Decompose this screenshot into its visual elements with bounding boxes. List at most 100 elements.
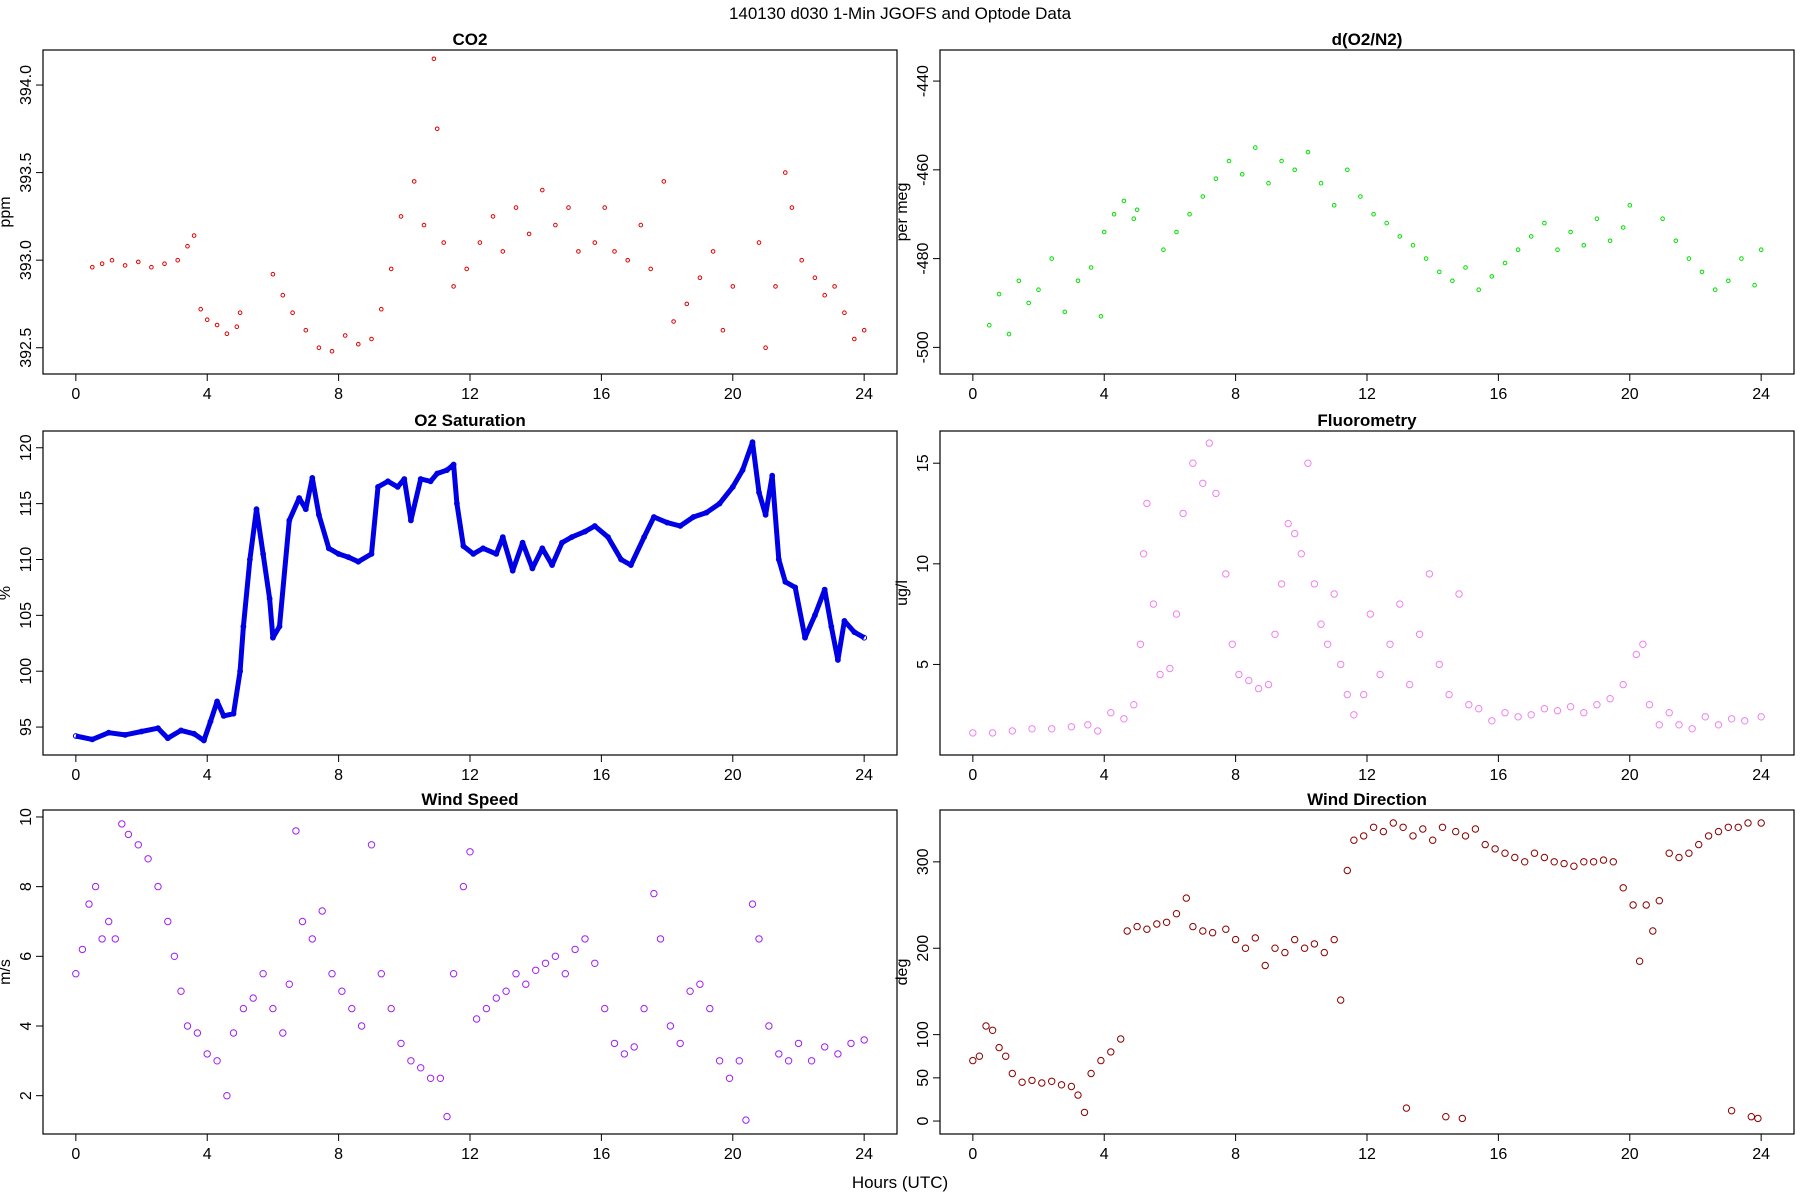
wdir-data-point (1291, 935, 1299, 944)
wspd-x-tick-label: 4 (203, 1146, 212, 1163)
o2sat-data-point (89, 736, 96, 743)
wdir-data-point (1080, 1108, 1089, 1117)
do2n2-data-point (1134, 207, 1140, 213)
wspd-data-point (170, 952, 179, 960)
wspd-data-point (847, 1039, 855, 1048)
fluoro-data-point (1386, 640, 1394, 648)
wdir-data-point (1199, 927, 1207, 935)
wdir-data-point (1002, 1052, 1010, 1060)
do2n2-data-point (1627, 203, 1633, 208)
fluoro-data-point (1465, 701, 1473, 709)
wspd-data-point (239, 1004, 248, 1013)
wdir-data-point (1133, 922, 1141, 931)
wdir-data-point (1008, 1069, 1016, 1078)
co2-data-point (280, 292, 286, 298)
fluoro-data-point (1179, 509, 1187, 518)
fluoro-data-point (1264, 680, 1273, 689)
fluoro-title: Fluorometry (1317, 411, 1417, 430)
wdir-data-point (1419, 825, 1427, 833)
fluoro-data-point (1425, 570, 1434, 578)
fluoro-data-point (1107, 709, 1115, 717)
wspd-data-point (742, 1116, 750, 1124)
o2sat-data-point (539, 545, 546, 552)
wdir-data-point (1481, 840, 1489, 849)
fluoro-data-point (1688, 725, 1696, 733)
co2-y-tick-label: 393.0 (18, 240, 35, 280)
o2sat-data-point (355, 558, 362, 565)
do2n2-data-point (1673, 238, 1679, 244)
wdir-data-point (1402, 1104, 1411, 1112)
wdir-data-point (1143, 925, 1151, 933)
wdir-data-point (1629, 901, 1637, 909)
co2-data-point (684, 301, 690, 307)
wdir-data-point (1369, 823, 1378, 831)
do2n2-data-point (1016, 278, 1022, 284)
wspd-y-tick-label: 2 (18, 1091, 35, 1100)
o2sat-data-point (375, 484, 381, 490)
fluoro-data-point (1675, 721, 1683, 729)
do2n2-data-point (1752, 282, 1757, 288)
wdir-data-point (1649, 927, 1657, 935)
wdir-data-point (1389, 819, 1398, 827)
wspd-data-point (318, 907, 326, 915)
o2sat-plot-frame (42, 430, 898, 756)
co2-data-point (500, 249, 506, 254)
wdir-data-point (1251, 934, 1260, 942)
wdir-data-point (1744, 819, 1752, 827)
wdir-data-point (1107, 1048, 1115, 1056)
o2sat-data-point (247, 556, 253, 563)
fluoro-data-point (1445, 690, 1453, 699)
wspd-data-point (298, 917, 307, 926)
wspd-data-point (279, 1029, 287, 1037)
fluoro-data-point (1376, 670, 1384, 679)
fluoro-data-point (1566, 703, 1575, 711)
co2-y-tick-label: 393.5 (18, 152, 35, 192)
co2-data-point (720, 327, 726, 333)
wspd-data-point (72, 970, 80, 978)
co2-data-point (109, 257, 115, 263)
wdir-data-point (1343, 866, 1352, 875)
wdir-data-point (1501, 849, 1509, 857)
o2sat-x-tick-label: 12 (461, 767, 479, 784)
co2-data-point (356, 341, 361, 347)
do2n2-data-point (1384, 220, 1389, 226)
figure-title: 140130 d030 1-Min JGOFS and Optode Data (729, 4, 1072, 23)
fluoro-data-point (1435, 660, 1444, 669)
fluoro-data-point (1330, 590, 1338, 598)
do2n2-data-point (1305, 149, 1311, 155)
wspd-y-tick-label: 10 (18, 808, 35, 826)
wdir-data-point (1704, 832, 1713, 840)
wspd-data-point (492, 994, 500, 1002)
wspd-data-point (715, 1057, 724, 1065)
wdir-data-point (982, 1022, 990, 1030)
wdir-data-point (1754, 1114, 1762, 1123)
co2-data-point (185, 243, 190, 249)
o2sat-data-point (230, 710, 237, 717)
wdir-data-point (1399, 823, 1407, 831)
fluoro-panel: Fluorometry ug/l 0 4 8 12 16 20 24 5 10 15 (894, 411, 1795, 784)
o2sat-data-point (237, 668, 244, 675)
wdir-x-tick-label: 24 (1752, 1146, 1770, 1163)
wspd-data-point (472, 1015, 481, 1023)
co2-data-point (638, 222, 644, 228)
wdir-data-point (1619, 884, 1627, 892)
co2-data-point (773, 284, 778, 289)
wspd-plot-frame (42, 809, 898, 1135)
fluoro-x-tick-label: 12 (1358, 767, 1376, 784)
o2sat-data-point (841, 618, 848, 624)
fluoro-data-point (1143, 499, 1151, 508)
wspd-data-point (111, 935, 120, 943)
wdir-y-tick-label: 300 (915, 848, 932, 875)
wspd-data-point (784, 1057, 793, 1065)
do2n2-data-point (1437, 269, 1442, 275)
o2sat-data-point (628, 562, 634, 568)
o2sat-data-point (368, 551, 375, 557)
o2sat-data-point (651, 514, 657, 520)
wspd-data-point (154, 882, 162, 891)
o2sat-data-point (529, 565, 536, 572)
co2-data-point (237, 310, 243, 316)
o2sat-data-point (499, 534, 506, 540)
do2n2-data-point (1239, 172, 1245, 177)
fluoro-data-point (1360, 690, 1368, 699)
wspd-x-tick-label: 24 (855, 1146, 873, 1163)
